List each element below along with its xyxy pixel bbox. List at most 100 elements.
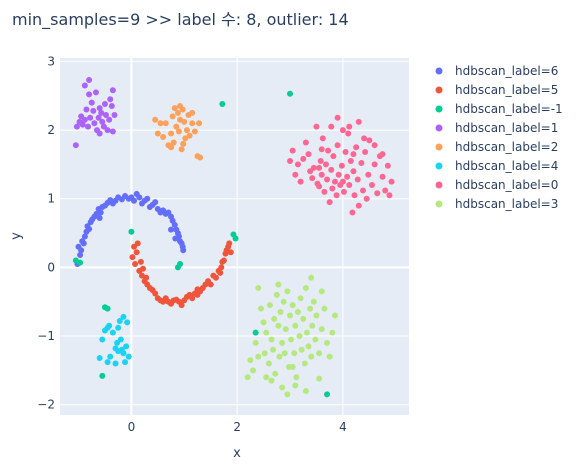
data-point[interactable] [300, 155, 307, 162]
data-point[interactable] [355, 118, 362, 125]
data-point[interactable] [310, 298, 317, 305]
data-point[interactable] [303, 329, 310, 336]
data-point[interactable] [104, 324, 111, 331]
data-point[interactable] [108, 103, 115, 110]
data-point[interactable] [136, 194, 143, 201]
data-point[interactable] [307, 305, 314, 312]
data-point[interactable] [226, 240, 233, 247]
data-point[interactable] [183, 127, 190, 134]
data-point[interactable] [81, 82, 88, 89]
data-point[interactable] [362, 149, 369, 156]
data-point[interactable] [96, 214, 103, 221]
data-point[interactable] [182, 135, 189, 142]
data-point[interactable] [168, 130, 175, 137]
legend-item[interactable]: hdbscan_label=-1 [435, 102, 563, 116]
data-point[interactable] [282, 326, 289, 333]
data-point[interactable] [273, 291, 280, 298]
data-point[interactable] [88, 99, 95, 106]
data-point[interactable] [152, 116, 159, 123]
data-point[interactable] [252, 329, 259, 336]
data-point[interactable] [371, 142, 378, 149]
data-point[interactable] [257, 305, 264, 312]
data-point[interactable] [117, 336, 124, 343]
data-point[interactable] [255, 284, 262, 291]
data-point[interactable] [305, 151, 312, 158]
data-point[interactable] [339, 127, 346, 134]
data-point[interactable] [72, 142, 79, 149]
legend-item[interactable]: hdbscan_label=2 [435, 140, 559, 154]
data-point[interactable] [338, 162, 345, 169]
data-point[interactable] [347, 157, 354, 164]
data-point[interactable] [140, 265, 147, 272]
data-point[interactable] [128, 228, 135, 235]
data-point[interactable] [284, 288, 291, 295]
data-point[interactable] [101, 100, 108, 107]
data-point[interactable] [154, 130, 161, 137]
data-point[interactable] [120, 350, 127, 357]
data-point[interactable] [355, 202, 362, 209]
data-point[interactable] [168, 226, 175, 233]
data-point[interactable] [277, 309, 284, 316]
data-point[interactable] [292, 322, 299, 329]
legend[interactable]: hdbscan_label=6 hdbscan_label=5 hdbscan_la… [435, 64, 563, 211]
data-point[interactable] [346, 123, 353, 130]
data-point[interactable] [181, 118, 188, 125]
data-point[interactable] [120, 313, 127, 320]
data-point[interactable] [363, 195, 370, 202]
data-point[interactable] [308, 274, 315, 281]
legend-item[interactable]: hdbscan_label=3 [435, 197, 559, 211]
data-point[interactable] [220, 257, 227, 264]
legend-item[interactable]: hdbscan_label=0 [435, 178, 559, 192]
data-point[interactable] [313, 123, 320, 130]
data-point[interactable] [374, 190, 381, 197]
data-point[interactable] [101, 304, 108, 311]
data-point[interactable] [162, 120, 169, 127]
data-point[interactable] [266, 302, 273, 309]
data-point[interactable] [96, 130, 103, 137]
data-point[interactable] [268, 377, 275, 384]
data-point[interactable] [122, 359, 129, 366]
data-point[interactable] [85, 123, 92, 130]
data-point[interactable] [284, 391, 291, 398]
data-point[interactable] [310, 164, 317, 171]
data-point[interactable] [297, 178, 304, 185]
data-point[interactable] [207, 281, 214, 288]
data-point[interactable] [321, 188, 328, 195]
data-point[interactable] [265, 360, 272, 367]
data-point[interactable] [252, 339, 259, 346]
legend-item[interactable]: hdbscan_label=1 [435, 121, 559, 135]
data-point[interactable] [330, 153, 337, 160]
data-point[interactable] [350, 168, 357, 175]
data-point[interactable] [227, 249, 234, 256]
data-point[interactable] [87, 114, 94, 121]
data-point[interactable] [353, 144, 360, 151]
data-point[interactable] [189, 109, 196, 116]
data-point[interactable] [152, 290, 159, 297]
data-point[interactable] [271, 315, 278, 322]
data-point[interactable] [99, 118, 106, 125]
data-point[interactable] [191, 128, 198, 135]
data-point[interactable] [137, 258, 144, 265]
data-point[interactable] [83, 106, 90, 113]
data-point[interactable] [287, 157, 294, 164]
data-point[interactable] [346, 182, 353, 189]
legend-item[interactable]: hdbscan_label=4 [435, 159, 559, 173]
data-point[interactable] [316, 183, 323, 190]
data-point[interactable] [292, 171, 299, 178]
data-point[interactable] [350, 151, 357, 158]
data-point[interactable] [386, 192, 393, 199]
data-point[interactable] [308, 353, 315, 360]
legend-item[interactable]: hdbscan_label=6 [435, 64, 559, 78]
data-point[interactable] [296, 333, 303, 340]
data-point[interactable] [272, 370, 279, 377]
data-point[interactable] [78, 247, 85, 254]
data-point[interactable] [294, 309, 301, 316]
data-point[interactable] [107, 353, 114, 360]
data-point[interactable] [384, 162, 391, 169]
data-point[interactable] [379, 151, 386, 158]
data-point[interactable] [109, 329, 116, 336]
data-point[interactable] [361, 135, 368, 142]
data-point[interactable] [298, 346, 305, 353]
data-point[interactable] [263, 329, 270, 336]
data-point[interactable] [302, 284, 309, 291]
